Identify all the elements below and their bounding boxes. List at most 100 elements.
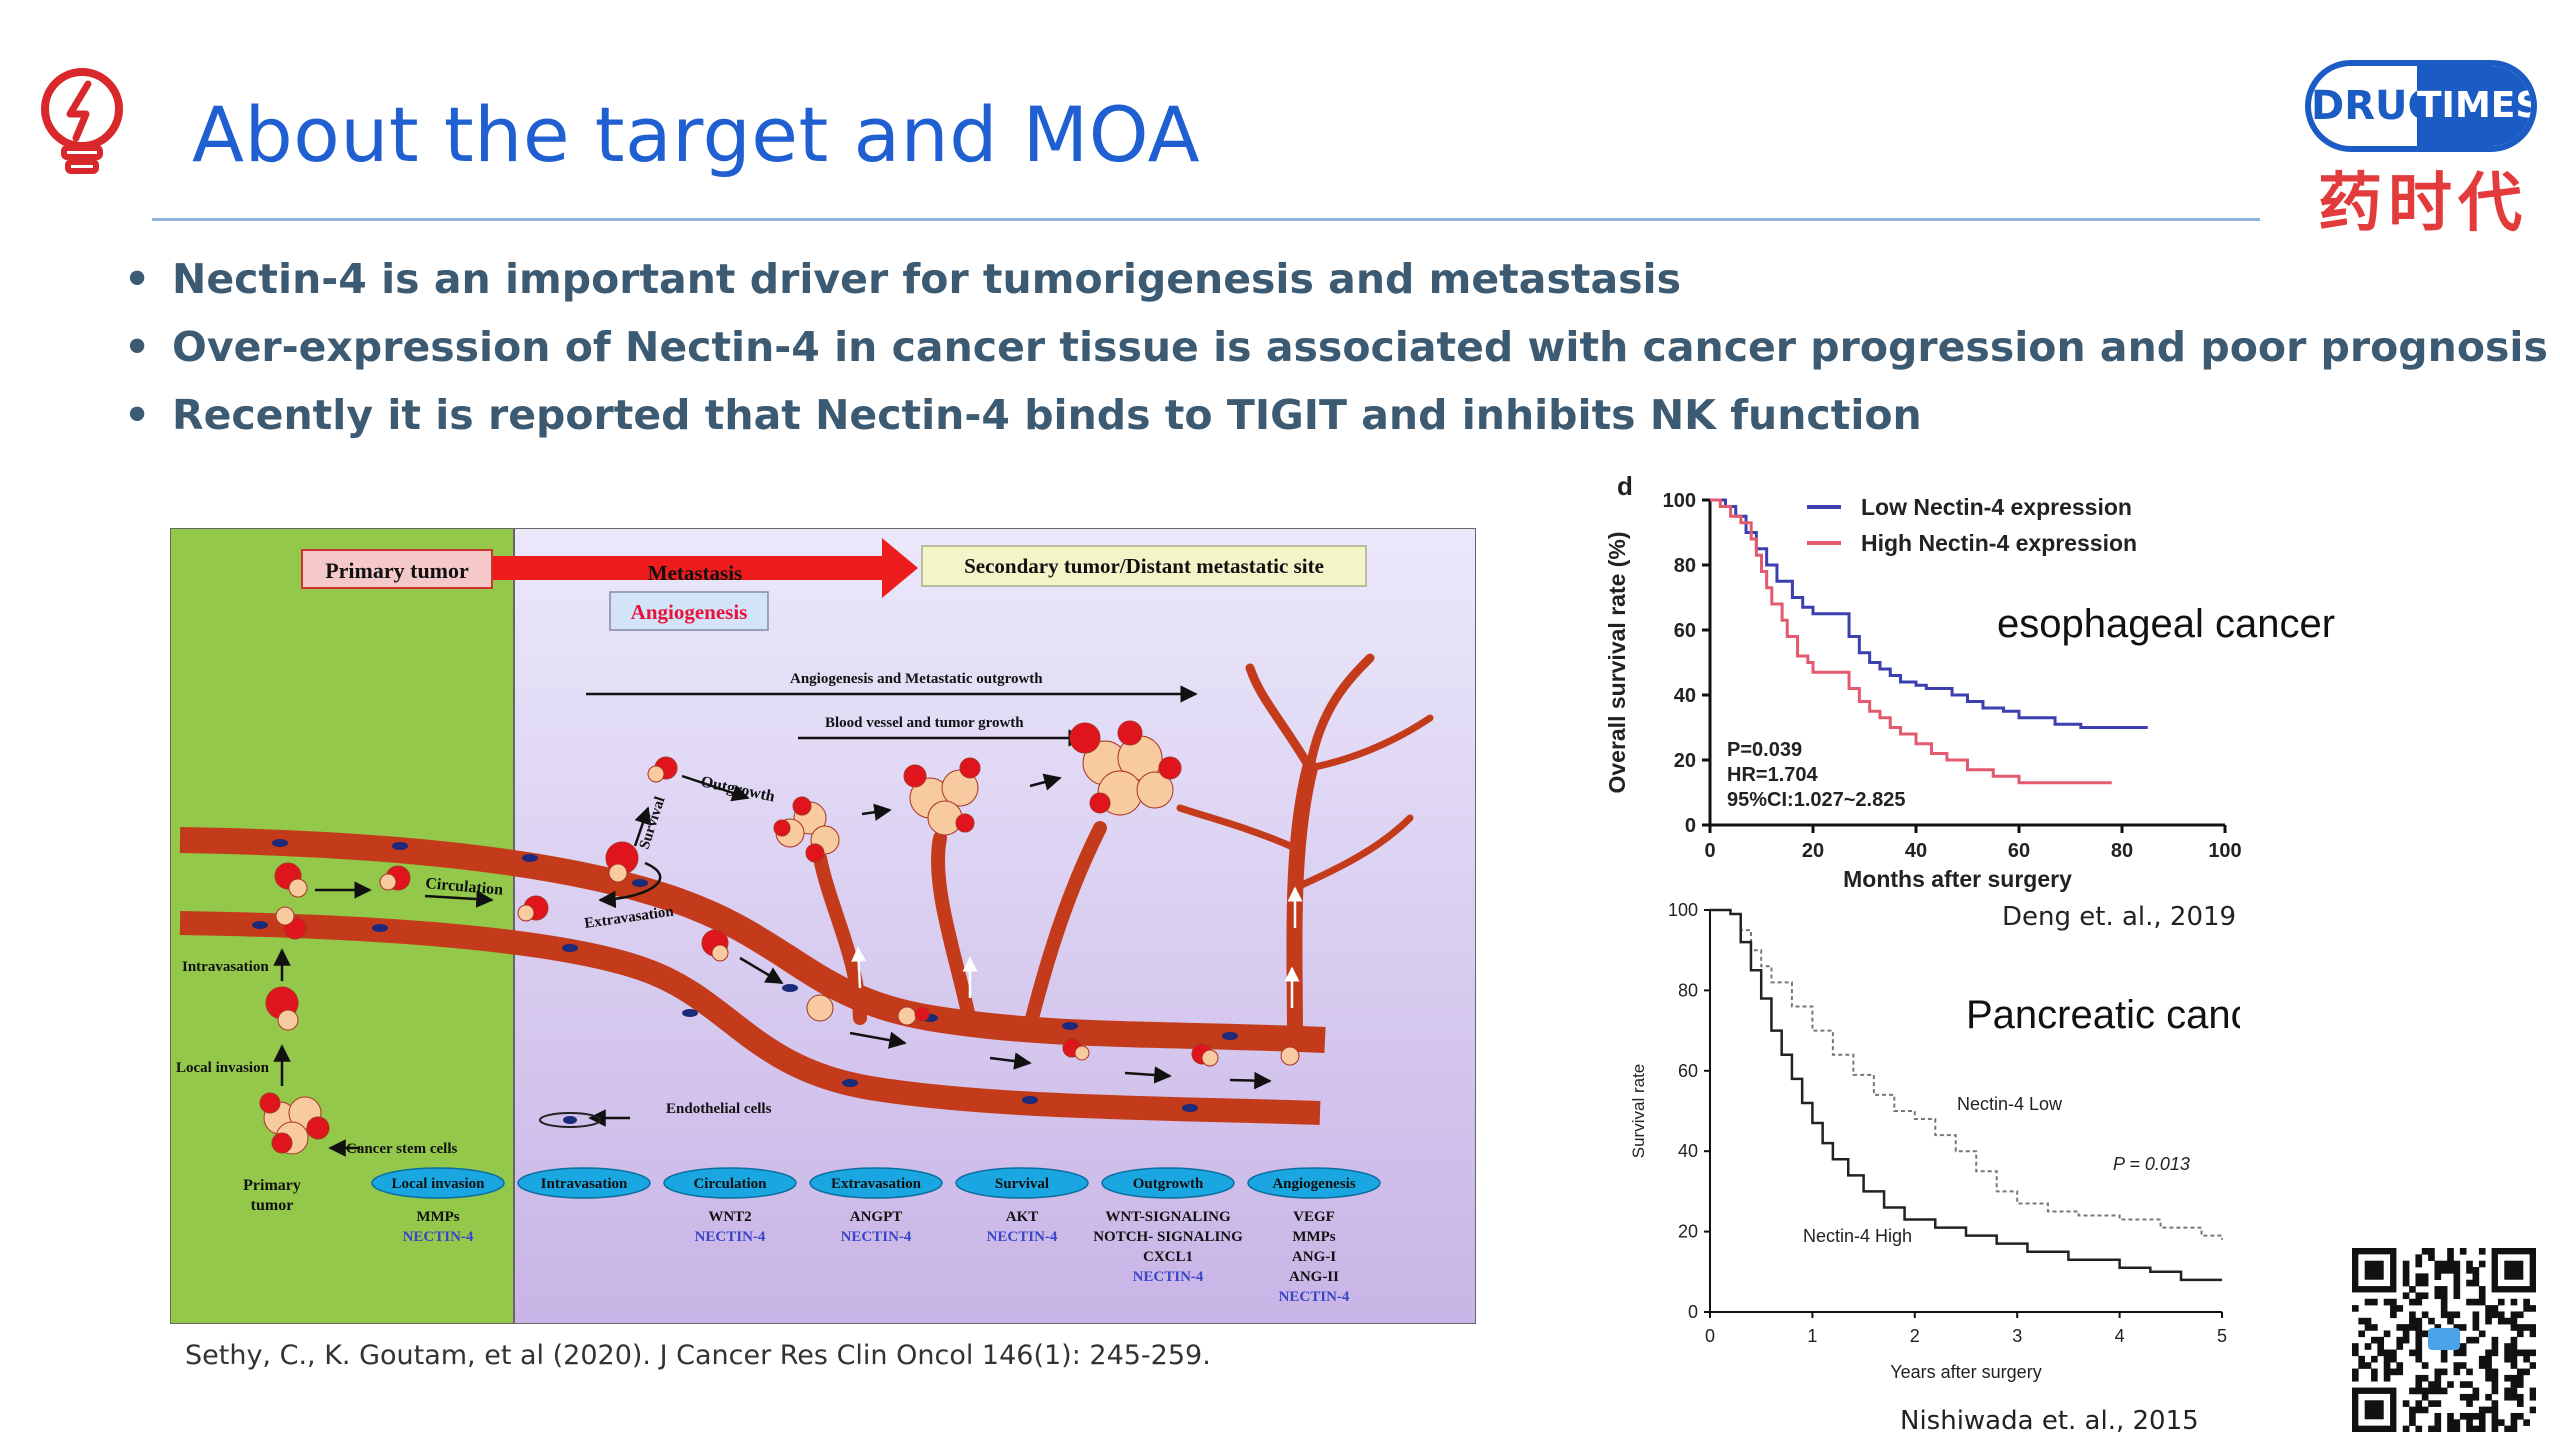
qr-module (2402, 1330, 2410, 1338)
qr-module (2364, 1362, 2372, 1369)
y-tick-label: 40 (1674, 685, 1696, 707)
x-axis-label: Months after surgery (1843, 866, 2072, 892)
qr-module (2472, 1273, 2480, 1281)
qr-module (2472, 1317, 2480, 1325)
x-tick-label: 3 (2012, 1326, 2022, 1346)
qr-module (2415, 1355, 2423, 1363)
qr-module (2472, 1279, 2480, 1287)
qr-module (2491, 1343, 2499, 1350)
qr-module (2491, 1387, 2499, 1395)
qr-module (2491, 1311, 2499, 1319)
stage-gene: ANG-II (1289, 1269, 1339, 1285)
y-tick-label: 0 (1685, 815, 1696, 837)
stage-ellipse (1247, 1167, 1381, 1199)
qr-module (2383, 1374, 2391, 1382)
qr-module (2440, 1311, 2448, 1319)
qr-module (2440, 1355, 2448, 1363)
qr-module (2504, 1393, 2511, 1401)
legend-entry: High Nectin-4 expression (1861, 530, 2137, 556)
lightbulb-icon (41, 68, 123, 174)
qr-module (2421, 1374, 2429, 1382)
qr-module (2510, 1311, 2518, 1319)
qr-module (2472, 1298, 2480, 1306)
qr-module (2529, 1305, 2536, 1312)
qr-module (2371, 1355, 2378, 1363)
stage-gene: NOTCH- SIGNALING (1093, 1229, 1243, 1245)
qr-module (2466, 1267, 2473, 1274)
qr-module (2402, 1336, 2410, 1344)
qr-module (2459, 1324, 2467, 1331)
bullet-list: Nectin-4 is an important driver for tumo… (120, 245, 2548, 449)
qr-module (2415, 1292, 2423, 1300)
x-tick-label: 80 (2111, 840, 2133, 862)
qr-module (2453, 1273, 2461, 1281)
bullet-item: Over-expression of Nectin-4 in cancer ti… (120, 313, 2548, 381)
qr-module (2415, 1343, 2423, 1350)
x-tick-label: 60 (2008, 840, 2030, 862)
qr-module (2497, 1317, 2505, 1325)
qr-module (2504, 1343, 2511, 1350)
qr-module (2434, 1267, 2442, 1274)
qr-module (2491, 1400, 2499, 1407)
arrow-label-angiogenesis-outgrowth: Angiogenesis and Metastatic outgrowth (790, 671, 1043, 687)
qr-module (2383, 1355, 2391, 1363)
esophageal-reference: Deng et. al., 2019 (2002, 902, 2237, 932)
qr-module (2409, 1412, 2416, 1420)
qr-module (2529, 1362, 2536, 1369)
qr-module (2516, 1412, 2524, 1420)
stat-annotation: 95%CI:1.027~2.825 (1727, 789, 1905, 811)
qr-module (2390, 1349, 2397, 1357)
qr-module (2396, 1305, 2404, 1312)
qr-module (2428, 1387, 2435, 1395)
qr-module (2440, 1292, 2448, 1300)
label-circulation: Circulation (425, 875, 504, 899)
qr-module (2472, 1393, 2480, 1401)
stage-ellipse (517, 1167, 651, 1199)
qr-module (2472, 1336, 2480, 1344)
qr-module (2453, 1362, 2461, 1369)
qr-module (2447, 1267, 2454, 1274)
qr-module (2466, 1412, 2473, 1420)
qr-module (2485, 1305, 2492, 1312)
qr-module (2428, 1248, 2435, 1255)
y-axis-label: Survival rate (1629, 1064, 1648, 1158)
stage-ellipse (955, 1167, 1089, 1199)
qr-module (2485, 1362, 2492, 1369)
bullet-item: Recently it is reported that Nectin-4 bi… (120, 381, 2260, 449)
qr-module (2409, 1349, 2416, 1357)
qr-module (2478, 1412, 2486, 1420)
qr-module (2485, 1406, 2492, 1414)
qr-module (2447, 1419, 2454, 1426)
qr-module (2453, 1267, 2461, 1274)
pancreatic-reference: Nishiwada et. al., 2015 (1900, 1406, 2199, 1436)
qr-module (2523, 1324, 2530, 1331)
stage-ellipse (1101, 1167, 1235, 1199)
qr-module (2358, 1330, 2365, 1338)
stage-gene: AKT (1006, 1209, 1039, 1225)
label-intravasation: Intravasation (182, 959, 269, 975)
qr-module (2516, 1368, 2524, 1376)
qr-module (2478, 1286, 2486, 1293)
qr-module (2485, 1374, 2492, 1382)
qr-module (2402, 1267, 2410, 1274)
stage-gene: WNT2 (708, 1209, 751, 1225)
qr-module (2472, 1324, 2480, 1331)
qr-module (2434, 1292, 2442, 1300)
qr-module (2383, 1368, 2391, 1376)
qr-module (2409, 1311, 2416, 1319)
qr-module (2529, 1393, 2536, 1401)
qr-module (2358, 1362, 2365, 1369)
stage-nectin-label: NECTIN-4 (695, 1229, 766, 1245)
qr-module (2466, 1400, 2473, 1407)
qr-module (2529, 1387, 2536, 1395)
qr-module (2478, 1260, 2486, 1268)
qr-module (2409, 1387, 2416, 1395)
stage-nectin-label: NECTIN-4 (1279, 1289, 1350, 1305)
x-tick-label: 100 (2208, 840, 2241, 862)
qr-module (2358, 1317, 2365, 1325)
qr-module (2472, 1311, 2480, 1319)
endothelial-cell-icon (539, 1112, 601, 1128)
stage-name: Intravasation (541, 1176, 628, 1192)
qr-module (2415, 1317, 2423, 1325)
qr-module (2504, 1349, 2511, 1357)
